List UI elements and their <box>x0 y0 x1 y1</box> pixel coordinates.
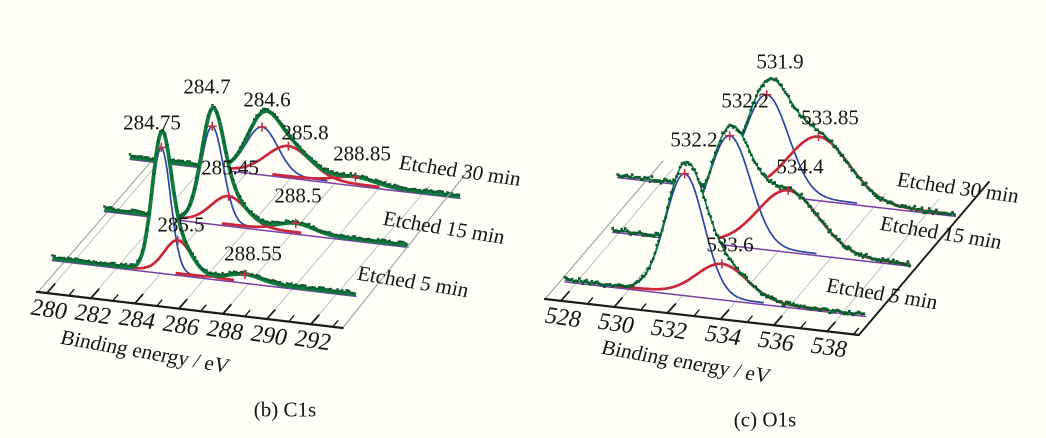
x-tick-label-538: 538 <box>807 333 851 364</box>
peak-label-o1s-533.6: 533.6 <box>706 232 754 257</box>
x-tick-label-280: 280 <box>27 294 71 326</box>
peak-label-c1s-284.6: 284.6 <box>243 87 291 112</box>
peak-label-o1s-531.9: 531.9 <box>756 49 804 74</box>
peak-label-c1s-284.7: 284.7 <box>183 74 231 99</box>
peak-label-o1s-533.85: 533.85 <box>801 105 859 130</box>
peak-label-c1s-288.85: 288.85 <box>333 141 391 166</box>
x-tick-label-528: 528 <box>541 302 585 333</box>
x-tick-label-532: 532 <box>647 314 691 346</box>
x-tick-label-536: 536 <box>754 327 798 358</box>
caption-o1s: (c) O1s <box>733 407 797 432</box>
x-tick-label-530: 530 <box>594 308 638 340</box>
x-tick-label-282: 282 <box>71 300 115 331</box>
peak-label-c1s-284.75: 284.75 <box>123 110 181 135</box>
peak-label-c1s-285.5: 285.5 <box>157 212 205 237</box>
x-tick-label-286: 286 <box>159 310 203 341</box>
peak-label-o1s-532.2: 532.2 <box>670 127 718 152</box>
x-tick-label-288: 288 <box>203 315 247 346</box>
c1s-plot <box>35 104 470 330</box>
peak-label-c1s-288.55: 288.55 <box>224 241 282 266</box>
x-tick-label-290: 290 <box>247 320 291 352</box>
peak-label-c1s-288.5: 288.5 <box>274 183 322 208</box>
caption-c1s: (b) C1s <box>253 397 317 422</box>
peak-label-c1s-285.8: 285.8 <box>281 120 329 145</box>
peak-label-c1s-285.45: 285.45 <box>201 155 259 180</box>
o1s-plot <box>543 77 990 337</box>
x-tick-label-284: 284 <box>115 305 159 336</box>
x-tick-label-534: 534 <box>701 321 744 352</box>
peak-label-o1s-532.2: 532.2 <box>721 88 769 113</box>
peak-label-o1s-534.4: 534.4 <box>776 154 824 179</box>
x-tick-label-292: 292 <box>291 326 335 357</box>
